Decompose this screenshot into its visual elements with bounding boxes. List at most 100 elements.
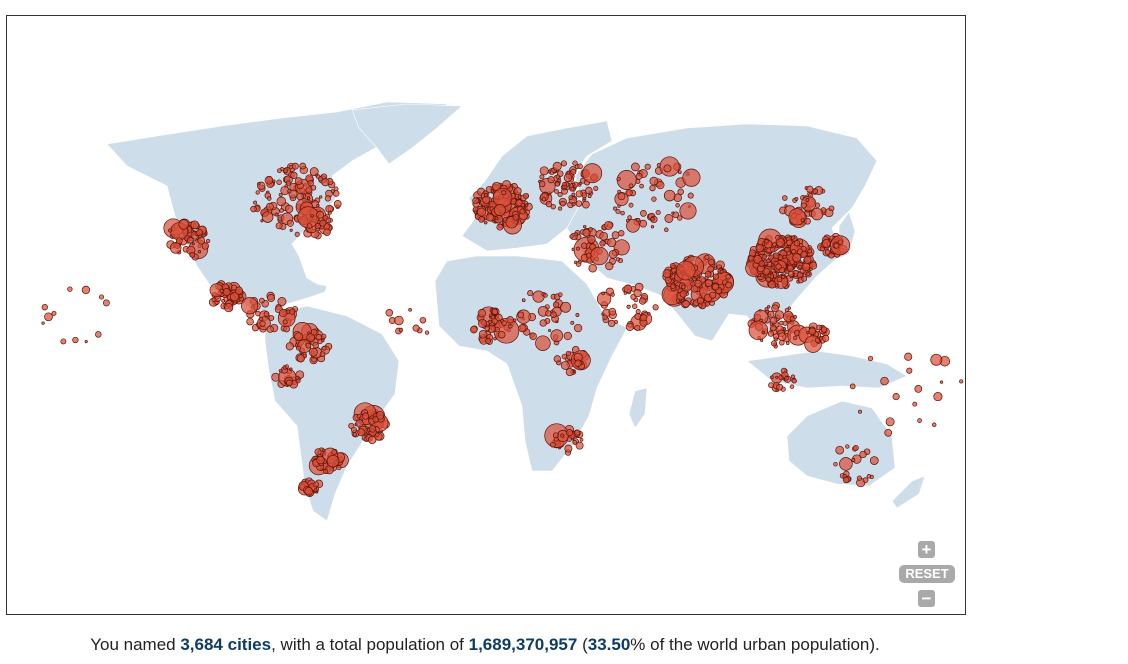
city-marker[interactable] — [585, 252, 592, 259]
city-marker[interactable] — [276, 179, 282, 185]
city-marker[interactable] — [554, 181, 560, 187]
city-marker[interactable] — [803, 256, 812, 264]
city-marker[interactable] — [522, 192, 530, 199]
city-marker[interactable] — [789, 384, 795, 389]
city-marker[interactable] — [775, 375, 779, 379]
city-marker[interactable] — [295, 378, 301, 384]
city-marker[interactable] — [805, 198, 810, 202]
city-marker[interactable] — [274, 212, 279, 217]
city-marker[interactable] — [541, 196, 547, 202]
city-marker[interactable] — [704, 254, 710, 260]
city-marker[interactable] — [575, 313, 580, 317]
city-marker[interactable] — [189, 251, 196, 258]
city-marker[interactable] — [472, 197, 479, 205]
city-marker[interactable] — [562, 181, 567, 187]
city-marker[interactable] — [527, 290, 534, 297]
city-marker[interactable] — [419, 316, 427, 324]
city-marker[interactable] — [649, 176, 659, 186]
city-marker[interactable] — [793, 315, 797, 319]
city-marker[interactable] — [839, 457, 853, 471]
city-marker[interactable] — [557, 192, 563, 198]
city-marker[interactable] — [806, 185, 814, 193]
city-marker[interactable] — [830, 235, 851, 256]
city-marker[interactable] — [793, 261, 798, 266]
city-marker[interactable] — [608, 249, 618, 259]
city-marker[interactable] — [822, 334, 830, 342]
city-dots[interactable] — [41, 156, 964, 498]
city-marker[interactable] — [837, 239, 844, 245]
city-marker[interactable] — [493, 204, 506, 216]
city-marker[interactable] — [892, 393, 900, 401]
city-marker[interactable] — [72, 336, 79, 344]
city-marker[interactable] — [478, 330, 488, 339]
city-marker[interactable] — [246, 317, 254, 326]
city-marker[interactable] — [319, 219, 327, 227]
city-marker[interactable] — [289, 367, 293, 371]
city-marker[interactable] — [585, 186, 593, 195]
city-marker[interactable] — [793, 240, 801, 247]
city-marker[interactable] — [313, 488, 318, 493]
city-marker[interactable] — [625, 322, 635, 331]
city-marker[interactable] — [570, 168, 577, 175]
city-marker[interactable] — [278, 368, 283, 373]
city-marker[interactable] — [571, 182, 576, 187]
city-marker[interactable] — [662, 269, 672, 278]
city-marker[interactable] — [617, 192, 626, 201]
city-marker[interactable] — [310, 213, 314, 218]
city-marker[interactable] — [501, 190, 507, 195]
city-marker[interactable] — [327, 210, 332, 215]
city-marker[interactable] — [557, 292, 563, 298]
city-marker[interactable] — [60, 338, 67, 345]
city-marker[interactable] — [764, 239, 769, 244]
city-marker[interactable] — [197, 236, 206, 245]
city-marker[interactable] — [792, 253, 802, 263]
city-marker[interactable] — [767, 330, 774, 337]
city-marker[interactable] — [786, 239, 793, 246]
city-marker[interactable] — [512, 214, 520, 221]
city-marker[interactable] — [650, 225, 655, 229]
city-marker[interactable] — [885, 417, 895, 427]
city-marker[interactable] — [682, 168, 701, 187]
city-marker[interactable] — [229, 292, 240, 302]
city-marker[interactable] — [314, 223, 321, 230]
city-marker[interactable] — [319, 195, 323, 199]
city-marker[interactable] — [616, 176, 621, 182]
city-marker[interactable] — [800, 250, 808, 258]
city-marker[interactable] — [513, 318, 517, 322]
city-marker[interactable] — [372, 416, 379, 423]
city-marker[interactable] — [604, 220, 614, 230]
city-marker[interactable] — [306, 223, 313, 229]
city-marker[interactable] — [368, 425, 377, 433]
city-marker[interactable] — [368, 435, 377, 445]
city-marker[interactable] — [628, 202, 634, 208]
city-marker[interactable] — [321, 178, 330, 187]
city-marker[interactable] — [295, 345, 301, 351]
city-marker[interactable] — [560, 433, 565, 438]
city-marker[interactable] — [782, 320, 788, 326]
city-marker[interactable] — [649, 184, 656, 192]
city-marker[interactable] — [640, 210, 647, 217]
city-marker[interactable] — [651, 196, 657, 202]
city-marker[interactable] — [675, 203, 680, 208]
city-marker[interactable] — [197, 250, 202, 254]
city-marker[interactable] — [496, 223, 504, 231]
city-marker[interactable] — [593, 185, 599, 191]
city-marker[interactable] — [284, 204, 294, 214]
city-marker[interactable] — [284, 364, 289, 369]
city-marker[interactable] — [933, 392, 943, 402]
city-marker[interactable] — [768, 280, 777, 289]
city-marker[interactable] — [559, 200, 566, 207]
city-marker[interactable] — [296, 354, 305, 363]
city-marker[interactable] — [234, 286, 243, 295]
city-marker[interactable] — [664, 214, 674, 223]
city-marker[interactable] — [67, 286, 73, 292]
city-marker[interactable] — [283, 325, 290, 333]
city-marker[interactable] — [102, 299, 110, 307]
city-marker[interactable] — [483, 220, 488, 225]
city-marker[interactable] — [790, 374, 796, 379]
city-marker[interactable] — [930, 353, 943, 366]
city-marker[interactable] — [565, 350, 571, 357]
city-marker[interactable] — [822, 239, 831, 248]
city-marker[interactable] — [634, 312, 642, 320]
city-marker[interactable] — [682, 300, 690, 308]
